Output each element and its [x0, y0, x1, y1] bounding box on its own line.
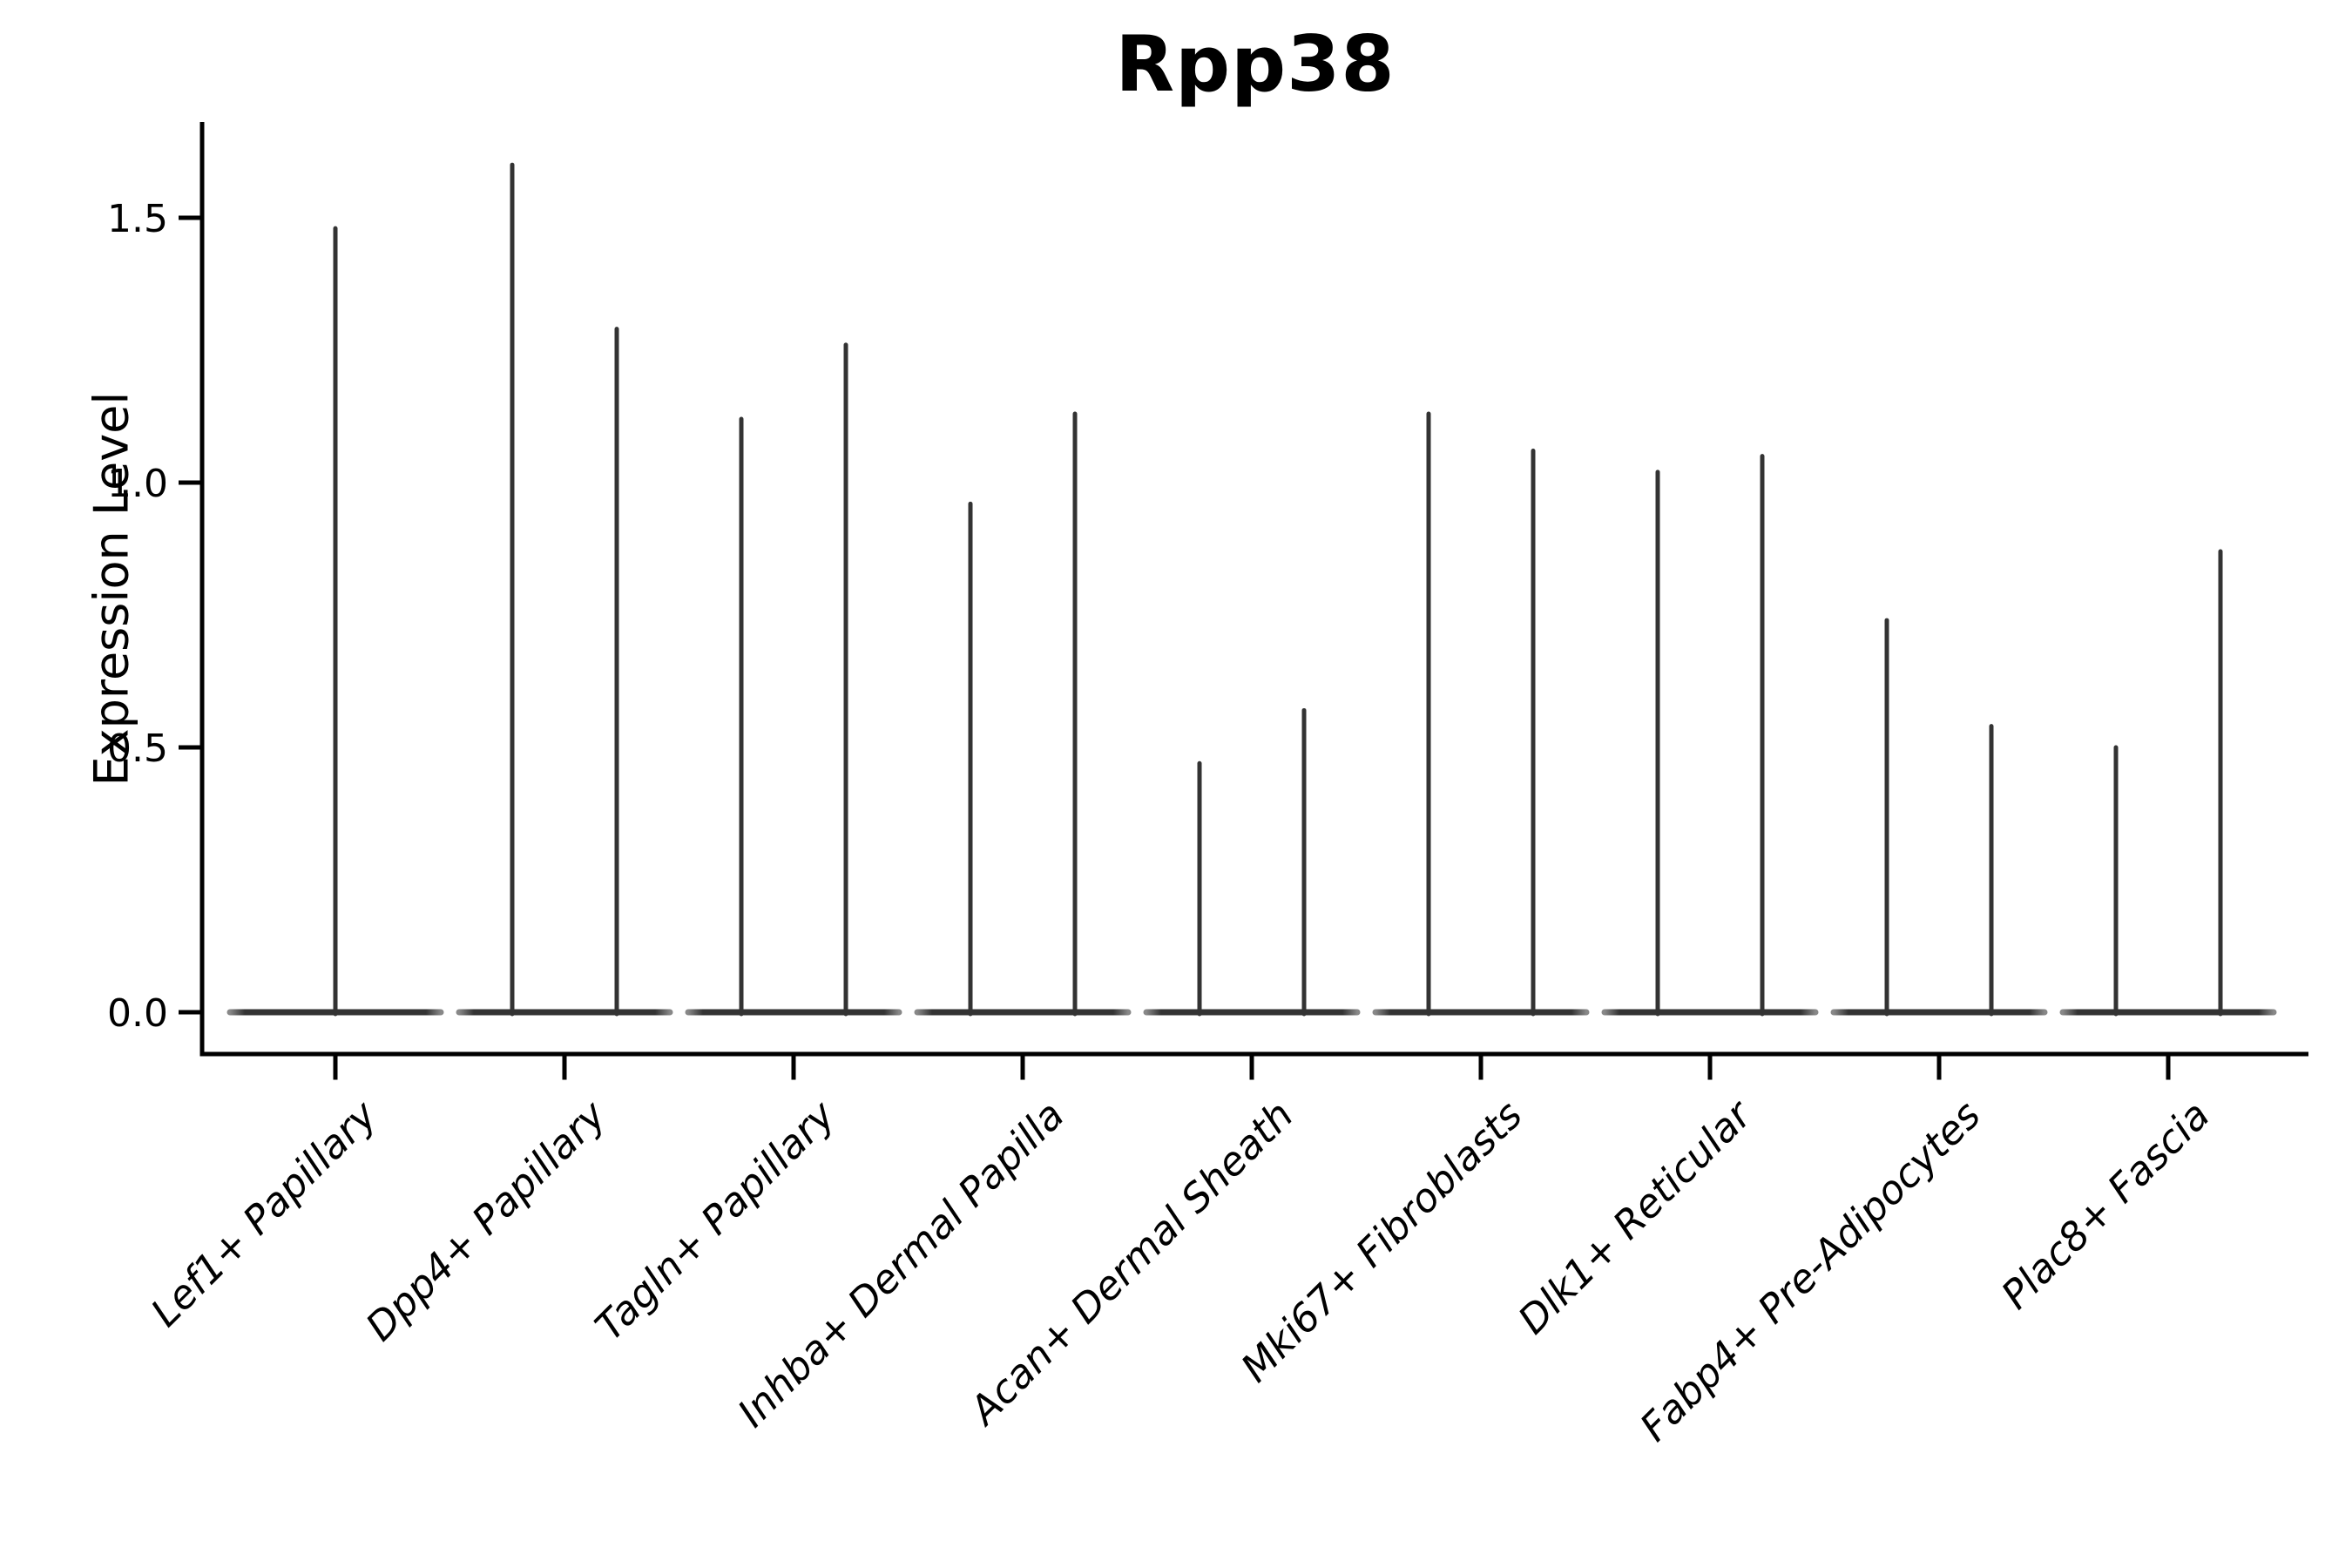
- violin-layer: [226, 162, 2277, 1017]
- violin-8: [1830, 618, 2048, 1017]
- x-tick-label-1: Lef1+ Papillary: [142, 1091, 387, 1335]
- x-tick-label-7: Dlk1+ Reticular: [1509, 1091, 1761, 1343]
- violin-9: [2059, 549, 2277, 1017]
- violin-5: [1143, 707, 1361, 1017]
- violin-6: [1372, 411, 1590, 1017]
- y-tick-label: 1.5: [107, 197, 168, 241]
- violin-1: [226, 226, 444, 1017]
- chart-title: Rpp38: [1115, 19, 1396, 109]
- y-tick-label: 0.5: [107, 727, 168, 771]
- violin-7: [1601, 454, 1819, 1017]
- x-tick-label-9: Plac8+ Fascia: [1992, 1092, 2219, 1318]
- violin-2: [456, 162, 673, 1017]
- y-tick-label: 0.0: [107, 991, 168, 1036]
- x-tick-label-2: Dpp4+ Papillary: [357, 1091, 616, 1349]
- violin-4: [914, 411, 1132, 1017]
- x-tick-label-3: Tagln+ Papillary: [586, 1091, 845, 1349]
- y-tick-label: 1.0: [107, 462, 168, 506]
- violin-3: [685, 342, 902, 1017]
